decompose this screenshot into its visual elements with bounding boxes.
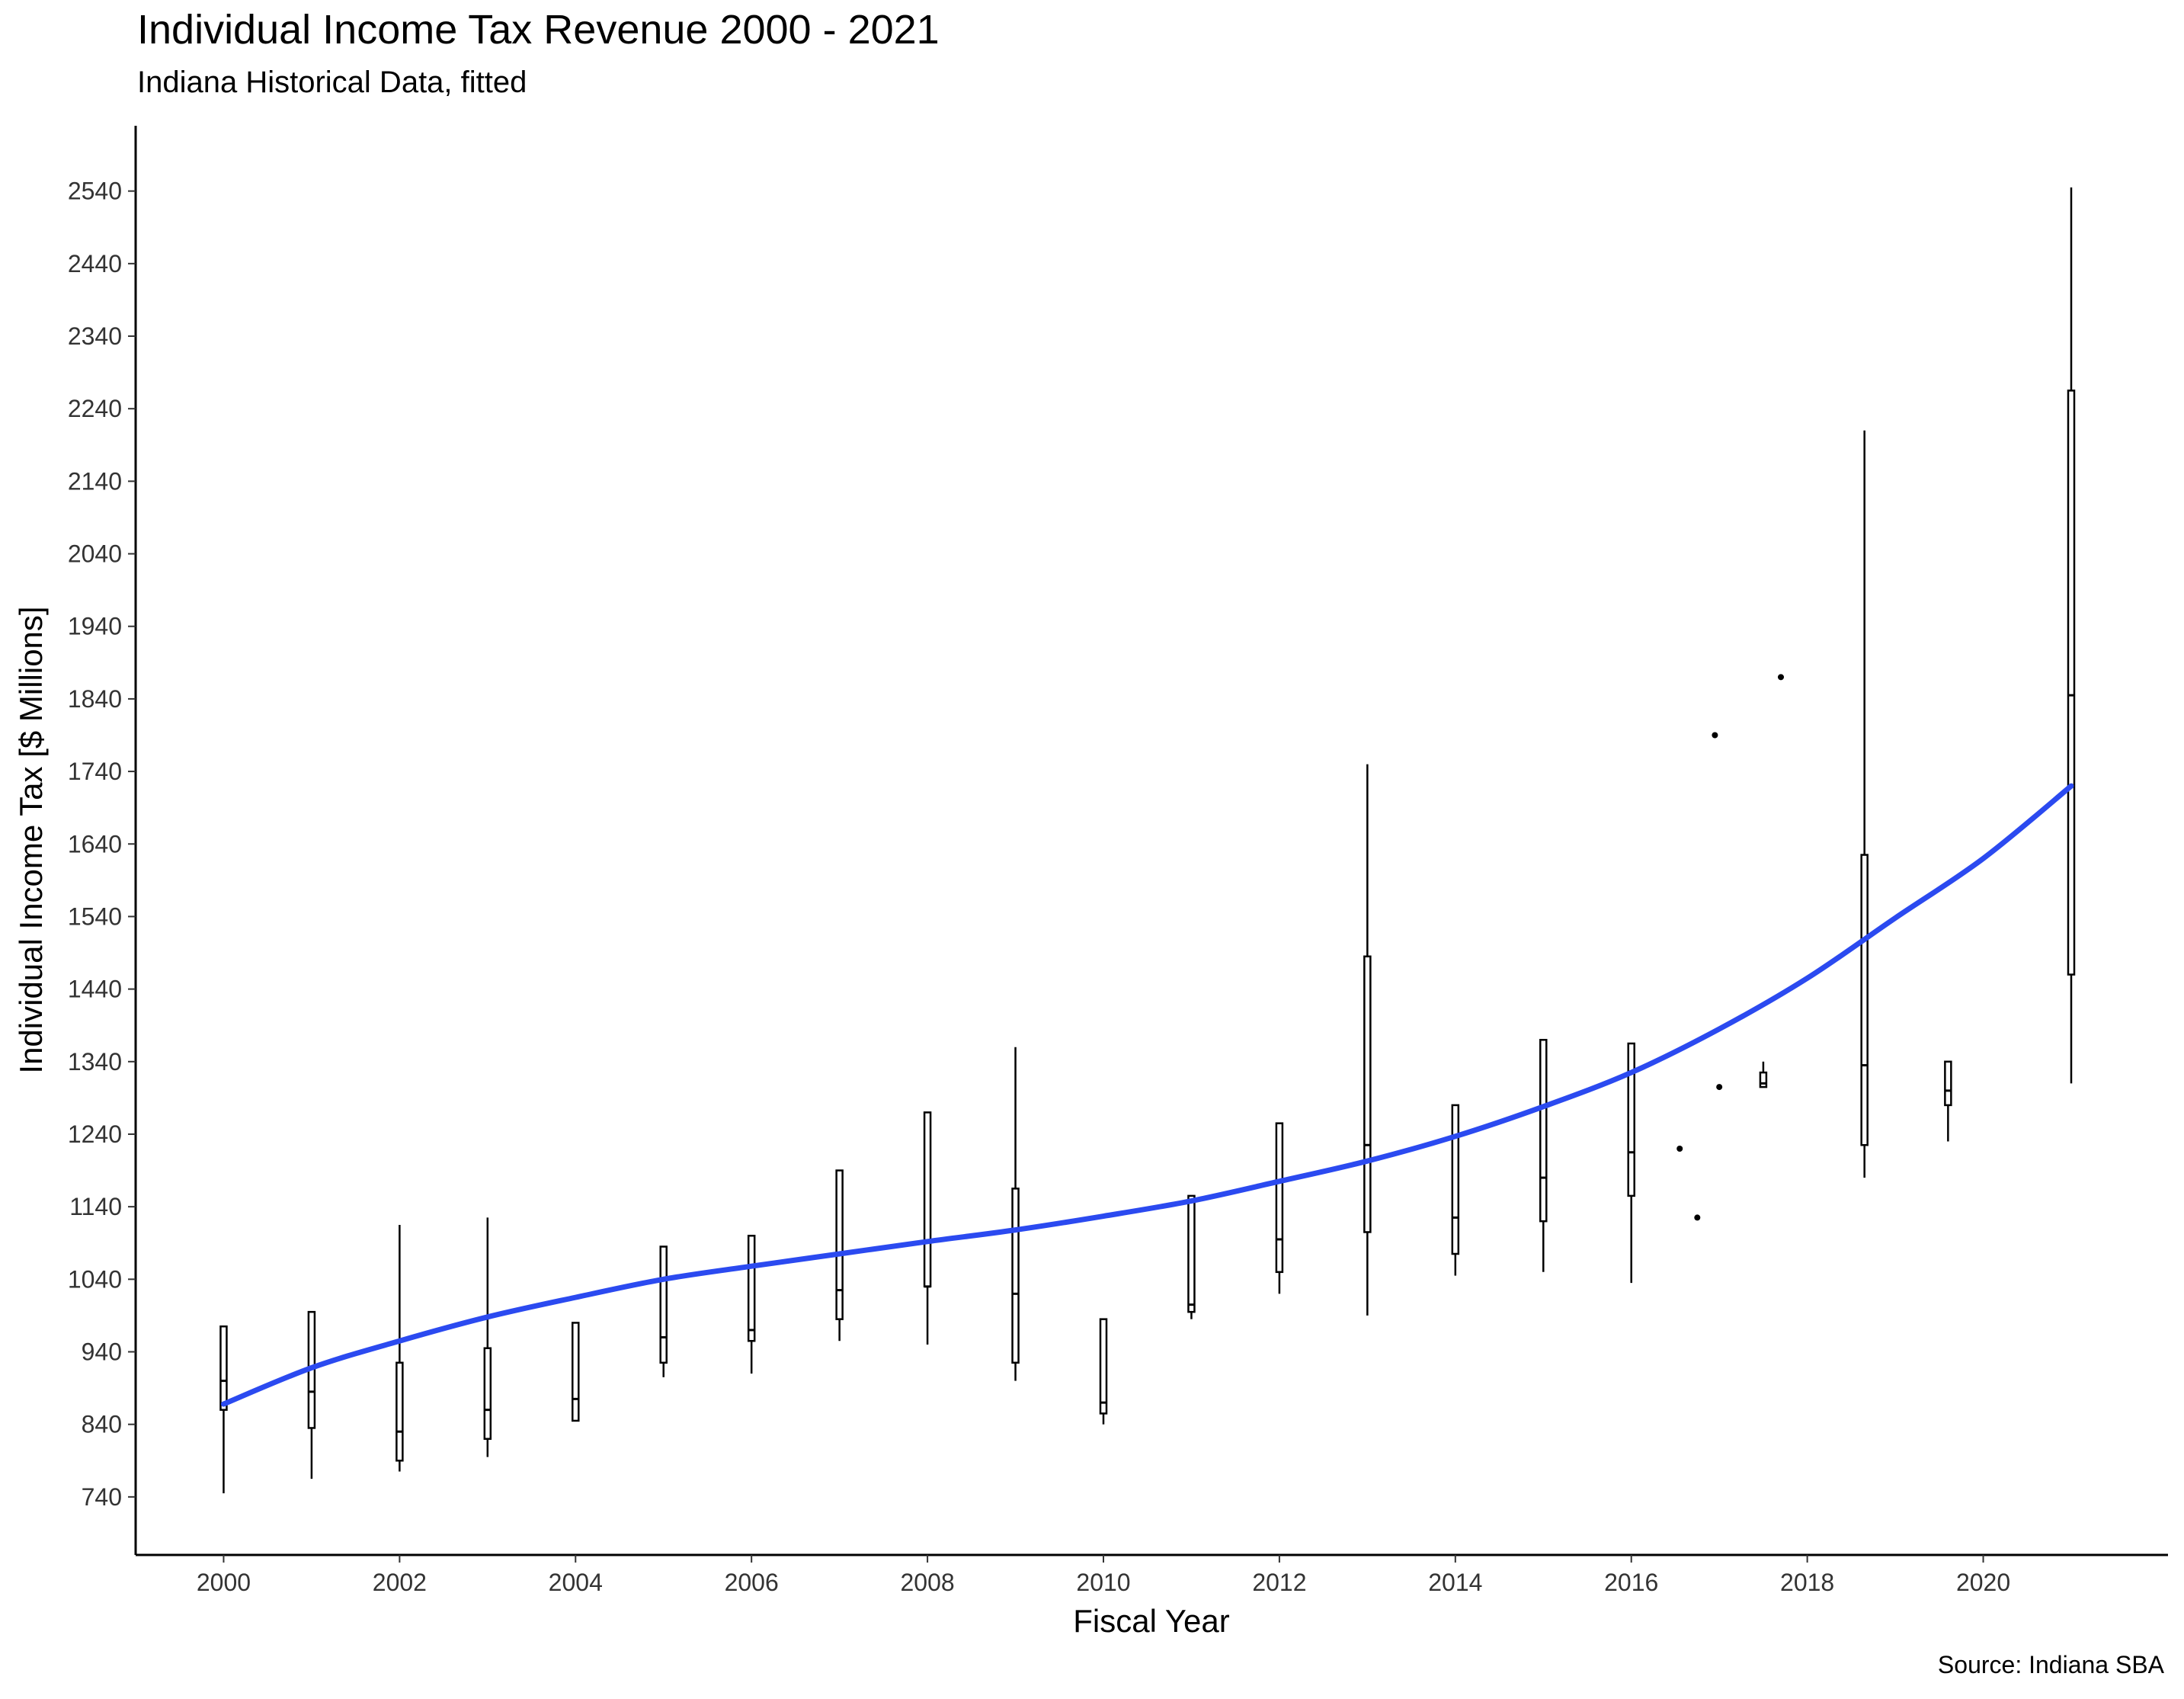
box-body xyxy=(659,1245,668,1364)
y-tick-label: 1640 xyxy=(68,830,122,858)
fit-line xyxy=(220,783,2074,1407)
y-tick-label: 840 xyxy=(82,1411,122,1438)
box-body xyxy=(1363,955,1372,1233)
box-plot xyxy=(2067,187,2076,1084)
box-plot xyxy=(1539,1038,1548,1272)
chart-title: Individual Income Tax Revenue 2000 - 202… xyxy=(137,7,940,53)
box-series xyxy=(219,187,2076,1494)
y-tick-label: 940 xyxy=(82,1338,122,1366)
axes xyxy=(134,126,2168,1556)
fit-series xyxy=(220,783,2074,1407)
box-body xyxy=(1275,1122,1284,1274)
y-axis-title: Individual Income Tax [$ Millions] xyxy=(13,606,49,1073)
x-tick-label: 2004 xyxy=(549,1569,603,1596)
box-body xyxy=(1011,1188,1020,1364)
box-plot xyxy=(1759,1061,1768,1088)
box-body xyxy=(747,1234,756,1342)
box-plot xyxy=(1011,1047,1020,1381)
y-tick-label: 1540 xyxy=(68,902,122,930)
box-plot xyxy=(483,1217,492,1457)
box-plot xyxy=(1860,430,1869,1178)
x-tick-label: 2000 xyxy=(197,1569,251,1596)
box-plot xyxy=(1944,1060,1952,1142)
box-body xyxy=(1860,854,1869,1146)
x-axis-title: Fiscal Year xyxy=(1073,1603,1229,1639)
outlier-point xyxy=(1778,674,1784,681)
y-tick-label: 2040 xyxy=(68,540,122,568)
x-tick-label: 2018 xyxy=(1780,1569,1834,1596)
y-tick-label: 2540 xyxy=(68,178,122,205)
x-tick-label: 2014 xyxy=(1428,1569,1482,1596)
box-plot xyxy=(1451,1104,1460,1276)
y-ticks: 740 840 940 1040 1140 1240 1340 1440 1540 1640 174… xyxy=(68,178,136,1511)
box-plot xyxy=(1187,1194,1196,1319)
box-body xyxy=(1539,1038,1548,1223)
box-body xyxy=(395,1361,404,1462)
chart-caption: Source: Indiana SBA xyxy=(1937,1651,2164,1678)
outlier-point xyxy=(1676,1146,1683,1152)
x-tick-label: 2008 xyxy=(900,1569,954,1596)
box-plot xyxy=(395,1224,404,1472)
x-tick-label: 2012 xyxy=(1252,1569,1306,1596)
box-plot xyxy=(835,1169,844,1342)
x-tick-label: 2020 xyxy=(1956,1569,2010,1596)
box-plot xyxy=(1099,1318,1108,1425)
outlier-points xyxy=(1676,674,1784,1221)
y-tick-label: 2240 xyxy=(68,395,122,422)
box-plot xyxy=(1363,764,1372,1316)
x-tick-label: 2006 xyxy=(725,1569,779,1596)
box-plot xyxy=(1275,1122,1284,1294)
box-body xyxy=(835,1169,844,1320)
box-body xyxy=(1627,1042,1635,1197)
x-tick-label: 2016 xyxy=(1604,1569,1658,1596)
outlier-point xyxy=(1712,732,1718,739)
box-body xyxy=(1099,1318,1108,1415)
box-body xyxy=(219,1325,228,1411)
x-tick-label: 2002 xyxy=(373,1569,427,1596)
y-tick-label: 740 xyxy=(82,1483,122,1511)
y-tick-label: 1740 xyxy=(68,758,122,785)
outlier-point xyxy=(1716,1084,1723,1091)
box-plot xyxy=(572,1322,580,1422)
y-tick-label: 2140 xyxy=(68,467,122,495)
y-tick-label: 1240 xyxy=(68,1120,122,1148)
box-plot xyxy=(307,1310,316,1479)
y-tick-label: 1340 xyxy=(68,1048,122,1075)
box-body xyxy=(483,1347,492,1440)
y-tick-label: 1840 xyxy=(68,685,122,713)
box-body xyxy=(1759,1071,1768,1088)
y-tick-label: 1140 xyxy=(69,1193,122,1220)
x-tick-label: 2010 xyxy=(1076,1569,1130,1596)
y-tick-label: 1040 xyxy=(68,1265,122,1293)
box-plot xyxy=(659,1245,668,1377)
y-tick-label: 1440 xyxy=(68,976,122,1003)
y-tick-label: 2440 xyxy=(68,250,122,277)
outlier-point xyxy=(1694,1214,1701,1221)
box-plot xyxy=(1627,1042,1635,1284)
box-plot xyxy=(923,1111,932,1345)
box-plot xyxy=(219,1325,228,1494)
box-body xyxy=(1187,1194,1196,1313)
x-ticks: 2000 2002 2004 2006 2008 2010 2012 2014 2016 2018… xyxy=(197,1555,2010,1596)
box-body xyxy=(1944,1060,1952,1107)
box-plot xyxy=(747,1234,756,1374)
y-tick-label: 1940 xyxy=(68,613,122,640)
box-body xyxy=(1451,1104,1460,1255)
y-tick-label: 2340 xyxy=(68,322,122,350)
chart-subtitle: Indiana Historical Data, fitted xyxy=(137,66,527,99)
box-body xyxy=(923,1111,932,1288)
box-body xyxy=(2067,389,2076,976)
box-body xyxy=(572,1322,580,1422)
